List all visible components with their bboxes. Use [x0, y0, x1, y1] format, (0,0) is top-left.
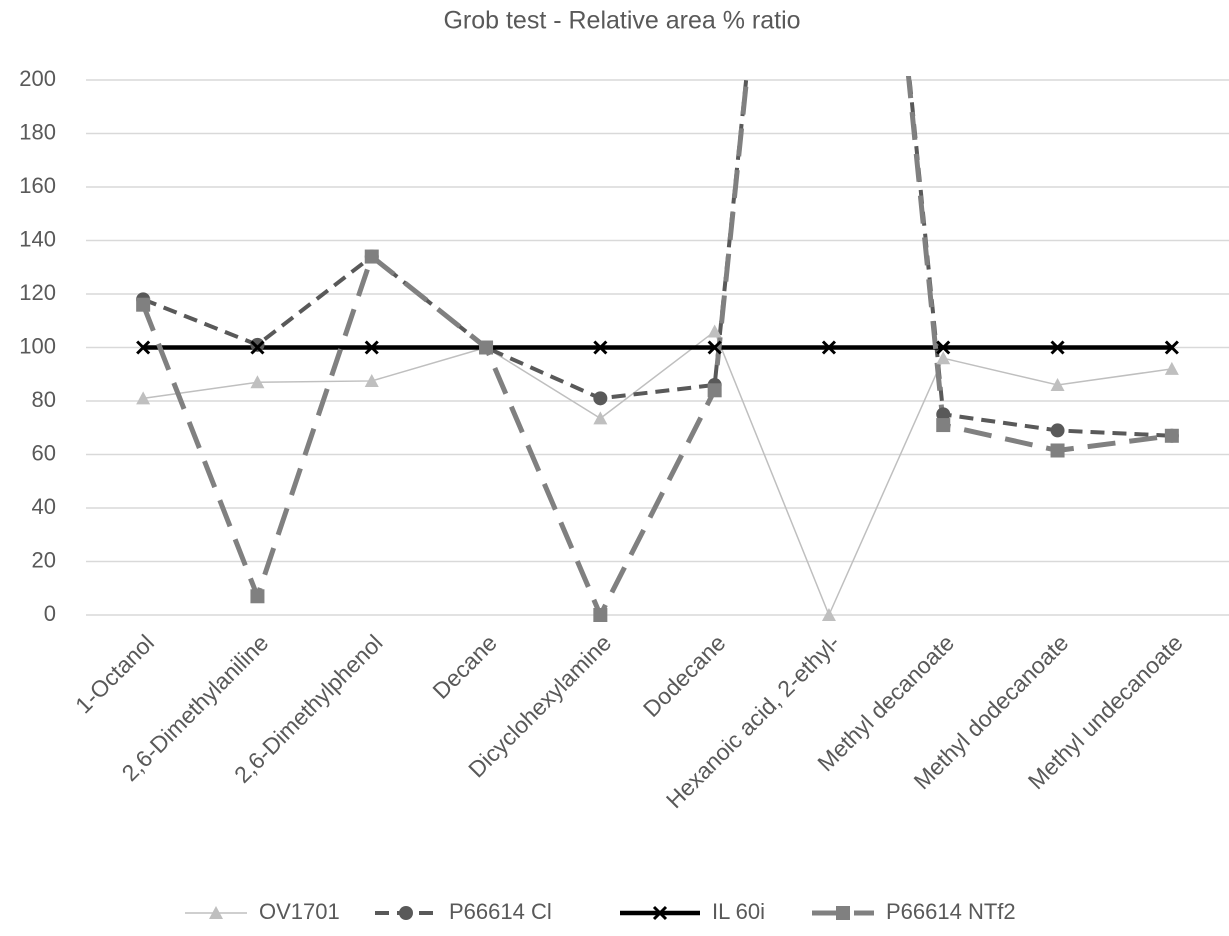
marker: [593, 411, 608, 425]
series-line: [143, 330, 1172, 616]
legend-label: P66614 NTf2: [886, 899, 1016, 924]
marker: [821, 608, 836, 621]
y-tick-label: 40: [32, 494, 56, 519]
y-tick-label: 0: [44, 601, 56, 626]
marker: [1050, 443, 1065, 458]
marker: [364, 249, 379, 264]
marker: [1164, 428, 1179, 443]
marker: [936, 418, 951, 433]
series-line: [142, 76, 1172, 438]
y-tick-label: 140: [19, 226, 56, 251]
y-tick-label: 120: [19, 280, 56, 305]
legend-marker: [836, 906, 850, 920]
y-tick-label: 200: [19, 66, 56, 91]
marker: [707, 340, 722, 355]
marker: [250, 375, 265, 389]
marker: [936, 351, 951, 365]
marker: [936, 407, 951, 422]
y-tick-label: 180: [19, 119, 56, 144]
marker: [1164, 340, 1179, 355]
marker: [136, 340, 151, 355]
marker: [136, 297, 151, 312]
series-line: [140, 76, 1173, 618]
marker: [1050, 377, 1065, 391]
legend-marker: [652, 905, 668, 921]
marker: [364, 340, 379, 355]
marker: [707, 324, 722, 338]
legend-marker: [399, 906, 413, 920]
marker: [1050, 423, 1065, 438]
marker: [364, 373, 379, 387]
marker: [821, 340, 837, 355]
chart-title: Grob test - Relative area % ratio: [443, 7, 800, 35]
y-tick-label: 60: [32, 440, 56, 465]
marker: [250, 337, 265, 352]
y-tick-label: 80: [32, 387, 56, 412]
marker: [1050, 340, 1065, 355]
marker: [593, 391, 608, 406]
x-tick-label: Decane: [427, 629, 501, 703]
marker: [479, 340, 494, 355]
x-tick-label: Dodecane: [638, 629, 731, 722]
legend-label: IL 60i: [712, 899, 765, 924]
legend-marker: [209, 906, 223, 919]
marker: [1164, 361, 1179, 375]
marker: [136, 391, 151, 405]
marker: [707, 383, 722, 398]
legend-label: P66614 Cl: [449, 899, 552, 924]
y-tick-label: 160: [19, 173, 56, 198]
y-tick-label: 20: [32, 547, 56, 572]
marker: [250, 589, 265, 604]
x-tick-label: 1-Octanol: [70, 629, 159, 718]
marker: [250, 340, 265, 355]
marker: [936, 340, 951, 355]
marker: [593, 340, 608, 355]
legend-label: OV1701: [259, 899, 340, 924]
marker: [593, 608, 608, 622]
y-tick-label: 100: [19, 333, 56, 358]
